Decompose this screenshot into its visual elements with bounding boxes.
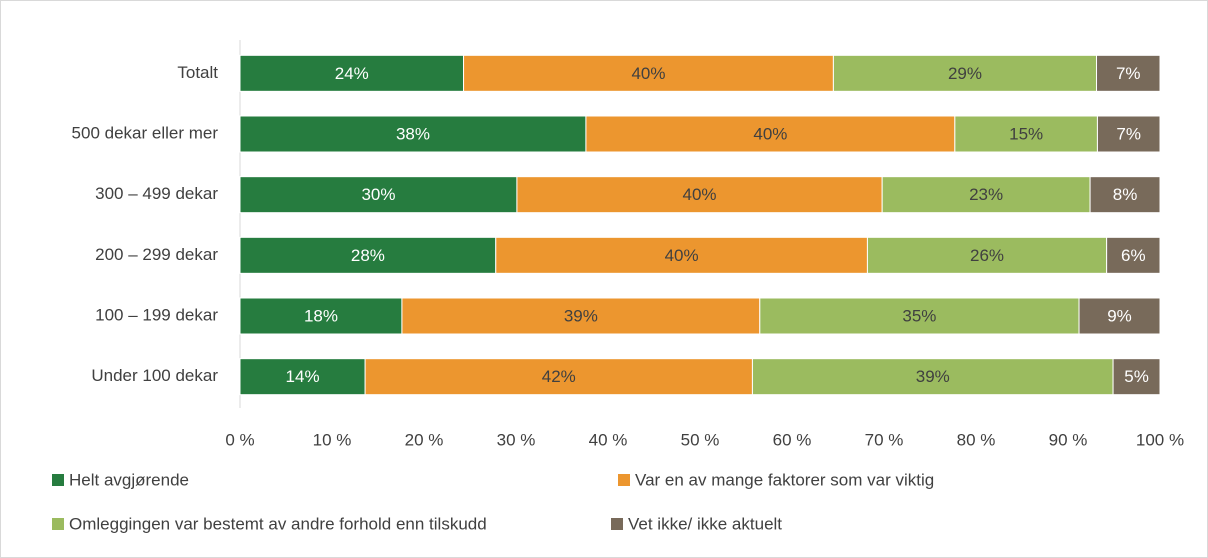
x-tick-label: 100 % <box>1136 430 1184 449</box>
x-tick-label: 80 % <box>957 430 996 449</box>
x-tick-label: 70 % <box>865 430 904 449</box>
y-tick-label: 500 dekar eller mer <box>72 123 219 142</box>
y-tick-label: Under 100 dekar <box>91 366 218 385</box>
bar-segment <box>239 176 518 214</box>
data-label: 15% <box>1009 124 1043 143</box>
x-tick-label: 60 % <box>773 430 812 449</box>
data-label: 39% <box>564 306 598 325</box>
data-label: 42% <box>542 367 576 386</box>
data-label: 24% <box>335 64 369 83</box>
data-label: 40% <box>753 124 787 143</box>
data-label: 14% <box>286 367 320 386</box>
y-tick-label: Totalt <box>177 63 218 82</box>
legend-swatch <box>611 518 623 530</box>
data-label: 8% <box>1113 185 1138 204</box>
data-label: 26% <box>970 246 1004 265</box>
bar-segment <box>239 115 587 153</box>
data-label: 7% <box>1116 64 1141 83</box>
data-label: 39% <box>916 367 950 386</box>
bar-segment <box>881 176 1091 214</box>
data-label: 40% <box>631 64 665 83</box>
data-label: 18% <box>304 306 338 325</box>
data-label: 30% <box>361 185 395 204</box>
data-label: 5% <box>1124 367 1149 386</box>
data-label: 35% <box>902 306 936 325</box>
x-tick-label: 90 % <box>1049 430 1088 449</box>
bar-segment <box>364 358 753 396</box>
x-tick-label: 10 % <box>313 430 352 449</box>
legend-swatch <box>618 474 630 486</box>
bar-segment <box>239 236 497 274</box>
bar-segment <box>1106 236 1161 274</box>
x-tick-label: 20 % <box>405 430 444 449</box>
bar-segment <box>1112 358 1161 396</box>
bar-segment <box>1096 115 1161 153</box>
legend-label: Vet ikke/ ikke aktuelt <box>628 514 782 533</box>
data-label: 9% <box>1107 306 1132 325</box>
bar-segment <box>495 236 868 274</box>
x-tick-label: 40 % <box>589 430 628 449</box>
bar-segment <box>866 236 1108 274</box>
data-label: 38% <box>396 124 430 143</box>
data-label: 7% <box>1116 124 1141 143</box>
bar-segment <box>1096 54 1161 92</box>
bar-segment <box>239 54 465 92</box>
bar-segment <box>401 297 761 335</box>
bar-segment <box>759 297 1080 335</box>
data-label: 40% <box>683 185 717 204</box>
data-label: 28% <box>351 246 385 265</box>
y-tick-label: 200 – 299 dekar <box>95 245 218 264</box>
y-tick-label: 300 – 499 dekar <box>95 184 218 203</box>
data-label: 23% <box>969 185 1003 204</box>
bar-segment <box>1078 297 1161 335</box>
data-label: 6% <box>1121 246 1146 265</box>
bar-segment <box>463 54 834 92</box>
legend-label: Var en av mange faktorer som var viktig <box>635 470 934 489</box>
legend-swatch <box>52 474 64 486</box>
legend-swatch <box>52 518 64 530</box>
bar-segment <box>751 358 1114 396</box>
legend-label: Omleggingen var bestemt av andre forhold… <box>69 514 487 533</box>
x-tick-label: 30 % <box>497 430 536 449</box>
data-label: 29% <box>948 64 982 83</box>
x-tick-label: 50 % <box>681 430 720 449</box>
bar-segment <box>239 297 403 335</box>
y-tick-label: 100 – 199 dekar <box>95 305 218 324</box>
bar-segment <box>1089 176 1161 214</box>
legend-label: Helt avgjørende <box>69 470 189 489</box>
x-tick-label: 0 % <box>225 430 254 449</box>
data-label: 40% <box>665 246 699 265</box>
bar-segment <box>516 176 883 214</box>
